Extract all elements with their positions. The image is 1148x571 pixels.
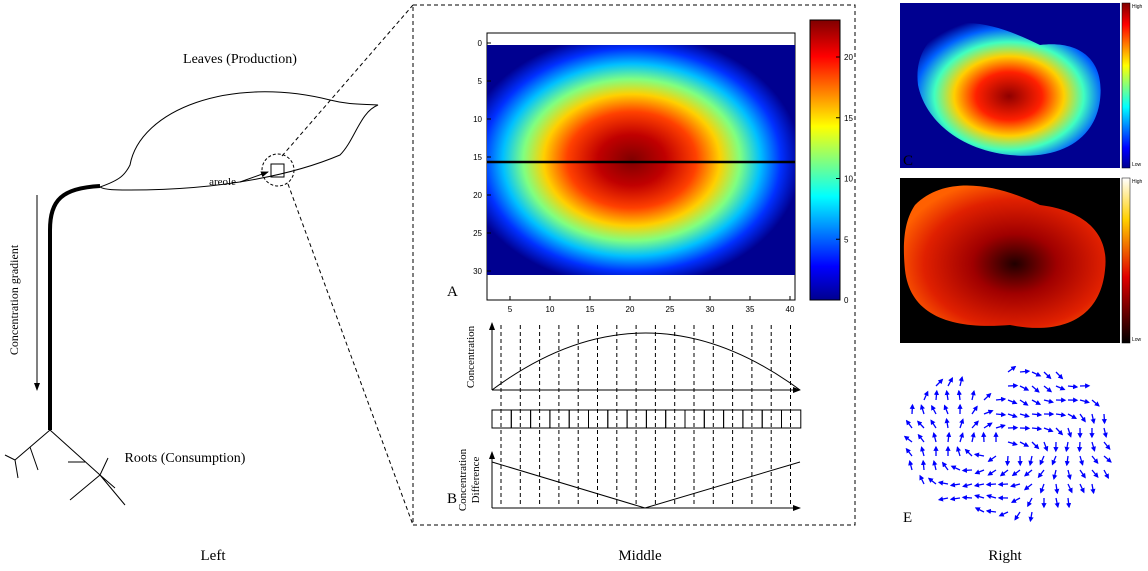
vector [1104, 414, 1105, 423]
panel-label: D [903, 328, 914, 344]
cell [724, 410, 743, 428]
cell [762, 410, 781, 428]
axis-label: Concentration [457, 448, 469, 511]
cell [704, 410, 723, 428]
x-tick-label: 10 [546, 305, 555, 314]
colorbar-high: High [1132, 179, 1143, 185]
vector [999, 484, 1008, 485]
leaves-label: Leaves (Production) [183, 52, 297, 67]
colorbar-tick-label: 10 [844, 175, 853, 184]
cell [743, 410, 762, 428]
vector [923, 461, 924, 470]
x-tick-label: 25 [666, 305, 675, 314]
image-e [900, 355, 1125, 525]
cell [685, 410, 704, 428]
x-tick-label: 35 [746, 305, 755, 314]
cell [589, 410, 608, 428]
cell [531, 410, 550, 428]
cell [569, 410, 588, 428]
axis-label: Concentration [465, 325, 477, 388]
figure: Leaves (Production) areole Concentration… [0, 0, 1148, 571]
areole-label: areole [209, 176, 236, 188]
colorbar-low: Low [1132, 162, 1142, 168]
panel-label: E [903, 510, 912, 526]
x-tick-label: 40 [786, 305, 795, 314]
cell [627, 410, 646, 428]
caption: Middle [618, 548, 662, 564]
cell [492, 410, 511, 428]
colorbar-high: High [1132, 4, 1143, 10]
x-tick-label: 5 [508, 305, 513, 314]
y-tick-label: 25 [473, 229, 482, 238]
colorbar-tick-label: 20 [844, 53, 853, 62]
cell [646, 410, 665, 428]
vector [1020, 371, 1029, 372]
colorbar [1122, 3, 1130, 168]
x-tick-label: 20 [626, 305, 635, 314]
colorbar-low: Low [1132, 337, 1142, 343]
x-tick-label: 30 [706, 305, 715, 314]
panel-label: B [447, 491, 457, 507]
profile-plots [492, 323, 801, 508]
y-tick-label: 20 [473, 191, 482, 200]
vector [996, 414, 1005, 415]
gradient-label: Concentration gradient [7, 244, 21, 355]
colorbar-tick-label: 5 [844, 235, 849, 244]
x-tick-label: 15 [586, 305, 595, 314]
cell [511, 410, 530, 428]
colorbar [810, 20, 840, 300]
vector [963, 470, 972, 471]
plant [5, 5, 413, 525]
panel-label: A [447, 284, 458, 300]
y-tick-label: 30 [473, 267, 482, 276]
y-tick-label: 15 [473, 153, 482, 162]
vector [936, 391, 937, 400]
caption: Left [201, 548, 227, 564]
heatmap [487, 45, 795, 275]
cell [666, 410, 685, 428]
colorbar-tick-label: 0 [844, 296, 849, 305]
axis-label: Difference [470, 456, 482, 503]
vector [987, 484, 996, 485]
y-tick-label: 10 [473, 115, 482, 124]
caption: Right [988, 548, 1022, 564]
vector [1079, 442, 1080, 451]
panel-label: C [903, 153, 913, 169]
page: {"left": {"leaves_label": "Leaves (Produ… [0, 0, 1148, 571]
y-tick-label: 0 [478, 39, 483, 48]
roots-label: Roots (Consumption) [125, 451, 246, 466]
cell [782, 410, 801, 428]
cell [608, 410, 627, 428]
vector [963, 497, 972, 498]
colorbar-tick-label: 15 [844, 114, 853, 123]
y-tick-label: 5 [478, 77, 483, 86]
vector [1007, 456, 1008, 465]
cell [550, 410, 569, 428]
colorbar [1122, 178, 1130, 343]
